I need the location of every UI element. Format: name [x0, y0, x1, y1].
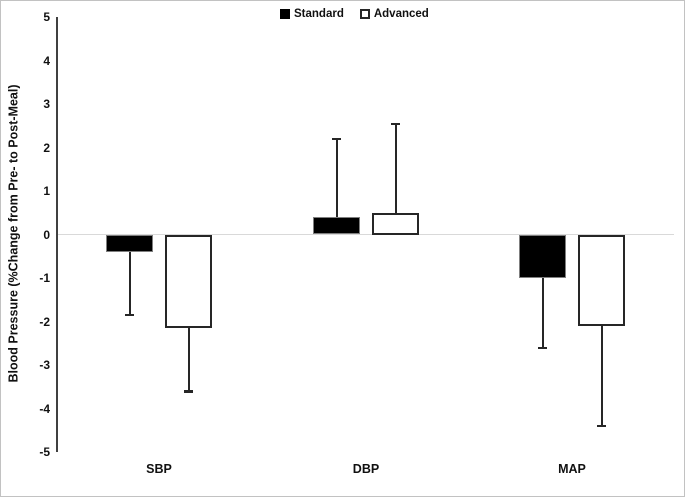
error-bar-cap [538, 346, 547, 350]
y-tick-label: 1 [43, 184, 50, 198]
error-bar-line [541, 278, 544, 348]
bar-advanced-sbp [165, 234, 212, 329]
y-tick-label: -3 [39, 358, 50, 372]
y-tick-label: -1 [39, 271, 50, 285]
error-bar-line [394, 123, 397, 213]
bar-standard-sbp [106, 234, 153, 252]
legend-label-standard: Standard [294, 8, 344, 20]
y-tick-label: 2 [43, 140, 50, 155]
x-category-label: DBP [352, 462, 380, 476]
bar-standard-map [519, 234, 566, 278]
y-tick-label: 0 [43, 227, 50, 242]
bar-advanced-dbp [372, 212, 419, 235]
y-tick-label: 5 [43, 10, 50, 24]
y-tick-label: -4 [39, 401, 50, 416]
advanced-series-swatch-icon [359, 9, 370, 19]
y-tick-label: 4 [43, 53, 50, 68]
legend-item-standard: Standard [280, 8, 344, 20]
error-bar-line [128, 251, 131, 315]
x-category-label: SBP [146, 462, 172, 476]
y-tick-label: 3 [43, 97, 50, 111]
legend: Standard Advanced [280, 8, 429, 20]
bar-standard-dbp [313, 217, 360, 235]
error-bar-line [600, 325, 603, 426]
error-bar-line [335, 138, 338, 218]
y-axis-line [56, 17, 58, 452]
y-tick-label: -5 [39, 445, 50, 459]
error-bar-cap [184, 390, 193, 393]
zero-gridline [57, 234, 674, 235]
error-bar-cap [125, 313, 134, 317]
error-bar-cap [332, 137, 341, 141]
legend-label-advanced: Advanced [373, 8, 429, 20]
error-bar-cap [391, 122, 400, 126]
y-tick-label: -2 [39, 314, 50, 329]
bar-advanced-map [578, 234, 625, 326]
error-bar-cap [597, 424, 606, 428]
error-bar-line [187, 328, 190, 392]
legend-item-advanced: Advanced [359, 8, 429, 20]
standard-series-swatch-icon [280, 9, 290, 19]
x-category-label: MAP [558, 462, 586, 476]
